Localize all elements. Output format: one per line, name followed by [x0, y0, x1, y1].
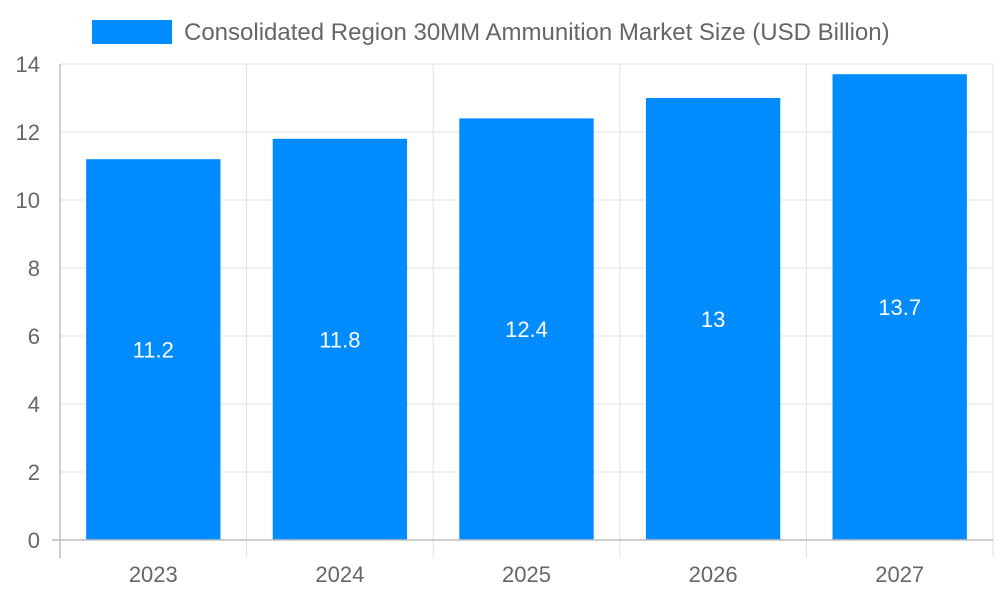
x-tick-label: 2024: [315, 562, 364, 587]
y-tick-label: 0: [28, 528, 40, 553]
data-label: 12.4: [505, 317, 548, 342]
data-label: 11.2: [133, 338, 174, 363]
y-tick-label: 6: [28, 324, 40, 349]
data-label: 13: [701, 307, 725, 332]
legend-label: Consolidated Region 30MM Ammunition Mark…: [184, 19, 890, 46]
x-tick-label: 2023: [129, 562, 178, 587]
data-label: 11.8: [319, 327, 360, 352]
y-axis-ticks: 0 2 4 6 8 10 12 14: [16, 52, 40, 553]
y-tick-label: 4: [28, 392, 40, 417]
axes: [52, 64, 993, 558]
bar-2026: [645, 98, 781, 540]
y-tick-label: 10: [16, 188, 40, 213]
legend-swatch: [92, 20, 172, 44]
y-tick-label: 12: [16, 120, 40, 145]
data-labels: 11.2 11.8 12.4 13 13.7: [133, 295, 921, 363]
bar-2025: [459, 118, 594, 541]
y-tick-label: 14: [16, 52, 40, 77]
x-tick-label: 2025: [502, 562, 551, 587]
x-tick-label: 2027: [875, 562, 924, 587]
legend: Consolidated Region 30MM Ammunition Mark…: [92, 19, 890, 46]
x-tick-label: 2026: [689, 562, 738, 587]
y-tick-label: 2: [28, 460, 40, 485]
data-label: 13.7: [878, 295, 921, 320]
y-tick-label: 8: [28, 256, 40, 281]
bar-2023: [86, 159, 221, 540]
bar-2027: [832, 74, 967, 540]
bar-2024: [272, 138, 408, 541]
x-axis-ticks: 2023 2024 2025 2026 2027: [129, 562, 924, 587]
bars: [86, 74, 967, 541]
